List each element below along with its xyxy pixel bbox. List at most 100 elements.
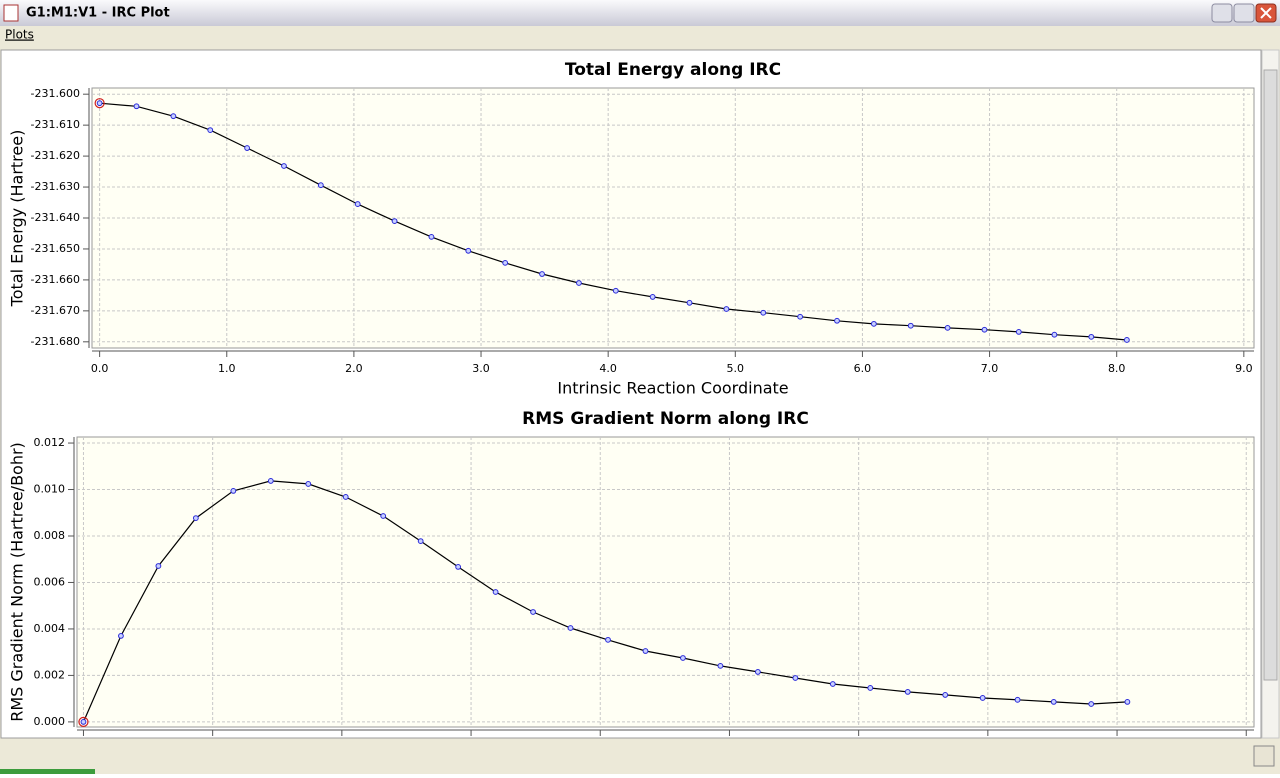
data-point [942,692,949,698]
data-point [834,317,840,324]
data-point [380,513,387,519]
data-point [686,299,693,306]
data-point [1051,331,1058,338]
data-point [281,163,287,169]
selected-point [94,98,105,109]
x-tick-label: 7.0 [981,362,999,375]
progress [0,769,95,774]
y-tick-label: -231.650 [31,242,80,255]
data-point [567,625,574,631]
data-point [1123,337,1130,343]
data-point [244,145,251,151]
data-point [612,287,619,294]
y-tick-label: -231.640 [31,211,80,224]
y-tick-label: -231.660 [31,273,80,286]
data-point [605,636,611,643]
data-point [867,685,874,691]
data-point [155,563,162,569]
data-point [170,113,177,120]
y-tick-label: -231.620 [31,149,80,162]
data-point [680,655,686,661]
data-point [305,481,312,487]
x-tick-label: 4.0 [599,362,617,375]
data-point [391,218,398,224]
y-axis-label: RMS Gradient Norm (Hartree/Bohr) [8,442,27,722]
chart-title: RMS Gradient Norm along IRC [522,409,809,429]
title-bar [0,0,1280,26]
y-tick-label: -231.630 [31,180,80,193]
data-point [80,718,87,725]
maximize-button[interactable] [1233,3,1255,23]
data-point [904,689,911,695]
data-point [492,589,499,595]
x-tick-label: 2.0 [345,362,363,375]
data-point [455,563,462,570]
x-tick-label: 3.0 [472,362,490,375]
data-point [1088,701,1095,707]
data-point [428,233,435,240]
data-point [267,478,274,484]
data-point [792,675,799,681]
y-tick-label: 0.006 [34,575,66,588]
x-tick-label: 8.0 [1108,362,1126,375]
data-point [870,320,877,327]
data-point [207,127,214,133]
data-point [723,306,730,312]
data-point [1015,329,1022,335]
data-point [1050,699,1057,705]
data-point [979,695,986,701]
data-point [717,662,724,669]
data-point [1014,696,1021,703]
y-tick-label: -231.670 [31,304,80,317]
data-point [1124,699,1131,705]
data-point [118,633,124,639]
x-axis-label: Intrinsic Reaction Coordinate [557,379,788,398]
data-point [944,324,951,331]
y-tick-label: 0.004 [34,622,66,635]
data-point [642,648,649,654]
data-point [465,247,472,254]
x-tick-label: 9.0 [1235,362,1253,375]
y-tick-label: -231.680 [31,335,80,348]
data-point [417,538,424,545]
window-title: G1:M1:V1 - IRC Plot [26,6,170,21]
data-point [760,309,767,316]
y-tick-label: 0.012 [34,436,66,449]
menu-item[interactable]: Plots [5,28,34,42]
data-point [539,271,545,277]
help-button[interactable] [1253,745,1275,767]
data-point [981,326,988,333]
y-tick-label: 0.008 [34,529,66,542]
data-point [829,681,836,687]
scroll-thumb[interactable] [1263,69,1278,681]
data-point [1088,333,1095,340]
app-icon [3,4,19,22]
data-point [754,669,761,675]
y-tick-label: -231.610 [31,118,80,131]
data-point [502,259,509,266]
data-point [649,294,656,300]
close-icon [1260,7,1272,19]
data-point [576,280,582,286]
y-tick-label: -231.600 [31,87,80,100]
x-tick-label: 5.0 [727,362,745,375]
data-point [342,494,349,500]
data-point [354,201,361,207]
data-point [192,515,199,521]
y-tick-label: 0.002 [34,668,66,681]
data-point [317,182,324,189]
chart-title: Total Energy along IRC [565,60,781,80]
x-tick-label: 6.0 [854,362,872,375]
y-tick-label: 0.010 [34,483,66,496]
data-point [530,609,536,615]
data-point [797,313,804,320]
x-tick-label: 1.0 [218,362,236,375]
data-point [907,322,914,329]
x-tick-label: 0.0 [91,362,109,375]
data-point [133,103,140,110]
minimize-button[interactable] [1211,3,1233,23]
y-tick-label: 0.000 [34,715,66,728]
data-point [230,488,237,494]
